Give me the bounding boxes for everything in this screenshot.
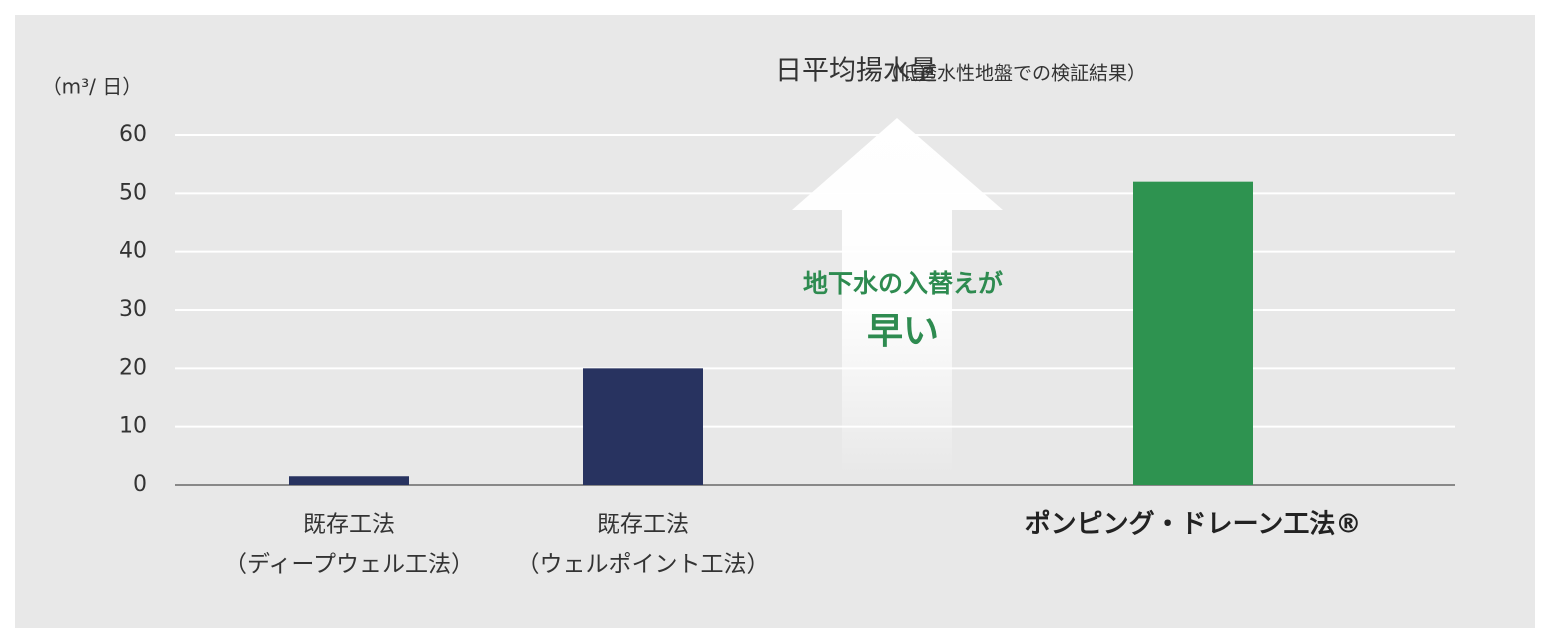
x-tick-label: ポンピング・ドレーン工法® <box>1025 509 1362 540</box>
y-tick-label: 30 <box>119 297 147 322</box>
y-tick-label: 10 <box>119 414 147 439</box>
annotation: 早い <box>867 311 939 352</box>
y-tick-label: 50 <box>119 180 147 205</box>
x-tick-label: 既存工法 <box>303 512 395 538</box>
bar <box>583 368 703 485</box>
x-tick-label: （ディープウェル工法） <box>224 552 474 578</box>
panel <box>15 15 1535 628</box>
annotation: 地下水の入替えが <box>803 269 1003 298</box>
arrow <box>792 118 1003 475</box>
bar <box>289 476 409 485</box>
x-tick-label: （ウェルポイント工法） <box>517 552 770 578</box>
y-tick-label: 0 <box>133 472 147 497</box>
bar <box>1133 181 1253 485</box>
y-tick-label: 40 <box>119 239 147 264</box>
y-axis-label: （m³/ 日） <box>42 75 143 99</box>
x-tick-label: 既存工法 <box>597 512 689 538</box>
chart-subtitle: （低透水性地盤での検証結果） <box>880 63 1146 85</box>
y-tick-label: 60 <box>119 122 147 147</box>
y-tick-label: 20 <box>119 355 147 380</box>
chart-title: 日平均揚水量 <box>775 56 937 87</box>
